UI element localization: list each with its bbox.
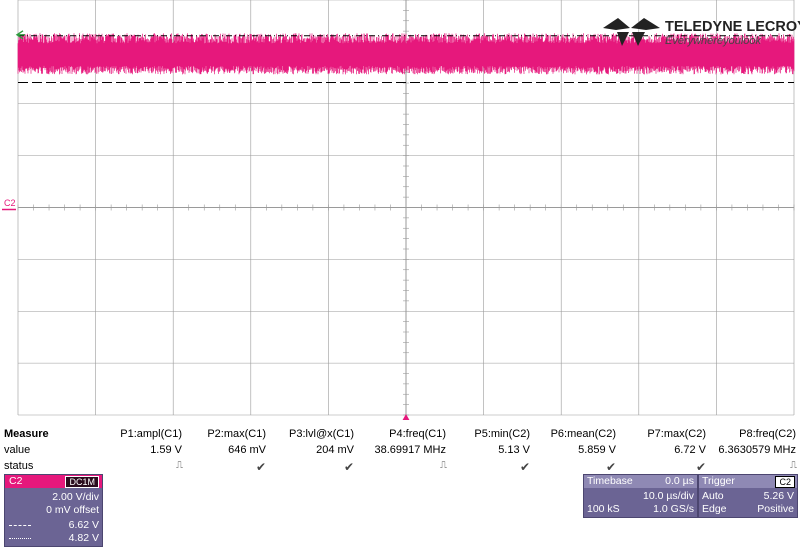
value-row-label: value xyxy=(4,444,31,456)
cursor-1-dash-icon xyxy=(9,525,31,526)
param-value-p8: 6.3630579 MHz xyxy=(718,444,796,456)
channel-offset: 0 mV offset xyxy=(46,504,99,516)
param-name-p1[interactable]: P1:ampl(C1) xyxy=(120,428,182,440)
param-value-p3: 204 mV xyxy=(316,444,354,456)
param-name-p4[interactable]: P4:freq(C1) xyxy=(389,428,446,440)
status-pulse-icon: ⎍ xyxy=(440,460,447,471)
lecroy-logo-icon xyxy=(603,18,660,46)
param-value-p7: 6.72 V xyxy=(674,444,706,456)
cursor-1-value: 6.62 V xyxy=(68,519,99,531)
measure-value-row: value 1.59 V 646 mV 204 mV 38.69917 MHz … xyxy=(4,444,796,458)
param-name-p2[interactable]: P2:max(C1) xyxy=(207,428,266,440)
status-check-icon: ✔ xyxy=(605,460,616,474)
status-check-icon: ✔ xyxy=(343,460,354,474)
trigger-header: Trigger C2 xyxy=(699,475,797,488)
param-value-p5: 5.13 V xyxy=(498,444,530,456)
trigger-mode: Auto xyxy=(702,490,724,502)
waveform-core xyxy=(18,49,794,62)
channel-scale: 2.00 V/div xyxy=(52,491,99,503)
c2-channel-marker: C2 xyxy=(4,198,16,208)
timebase-label: Timebase xyxy=(587,475,633,487)
timebase-sample-rate: 1.0 GS/s xyxy=(653,503,694,515)
trigger-slope: Positive xyxy=(757,503,794,515)
screen-markers xyxy=(2,30,794,420)
status-check-icon: ✔ xyxy=(695,460,706,474)
param-name-p7[interactable]: P7:max(C2) xyxy=(647,428,706,440)
param-value-p6: 5.859 V xyxy=(578,444,616,456)
param-name-p3[interactable]: P3:lvl@x(C1) xyxy=(289,428,354,440)
measure-title[interactable]: Measure xyxy=(4,428,49,440)
trigger-label: Trigger xyxy=(702,475,735,487)
param-name-p8[interactable]: P8:freq(C2) xyxy=(739,428,796,440)
measure-header-row: Measure P1:ampl(C1) P2:max(C1) P3:lvl@x(… xyxy=(4,428,796,442)
param-value-p2: 646 mV xyxy=(228,444,266,456)
param-name-p6[interactable]: P6:mean(C2) xyxy=(550,428,616,440)
green-arrow-icon xyxy=(15,30,25,40)
trigger-position-arrow-icon xyxy=(402,414,410,420)
status-pulse-icon: ⎍ xyxy=(790,460,797,471)
cursor-2-dash-icon xyxy=(9,538,31,539)
trigger-level-arrow-icon xyxy=(788,51,794,60)
oscilloscope-grid: TELEDYNE LECROY Everywhereyoulook C2 xyxy=(2,0,800,420)
param-value-p1: 1.59 V xyxy=(150,444,182,456)
measure-status-row: status ⎍ ✔ ✔ ⎍ ✔ ✔ ✔ ⎍ xyxy=(4,460,797,474)
trigger-source-badge: C2 xyxy=(775,476,795,488)
status-check-icon: ✔ xyxy=(519,460,530,474)
param-name-p5[interactable]: P5:min(C2) xyxy=(474,428,530,440)
cursor-2-value: 4.82 V xyxy=(68,532,99,544)
brand-name: TELEDYNE LECROY xyxy=(665,19,800,35)
c2-waveform-trace xyxy=(17,33,795,75)
channel-panel-label: C2 xyxy=(9,475,23,487)
status-check-icon: ✔ xyxy=(255,460,266,474)
coupling-badge: DC1M xyxy=(65,476,99,488)
param-value-p4: 38.69917 MHz xyxy=(374,444,446,456)
status-row-label: status xyxy=(4,460,34,472)
channel-c2-panel[interactable]: C2 DC1M 2.00 V/div 0 mV offset 6.62 V 4.… xyxy=(4,474,103,547)
brand-tagline: Everywhereyoulook xyxy=(665,35,761,47)
teledyne-lecroy-logo: TELEDYNE LECROY Everywhereyoulook xyxy=(603,18,800,47)
trigger-type: Edge xyxy=(702,503,727,515)
trigger-panel[interactable]: Trigger C2 Auto 5.26 V Edge Positive xyxy=(698,474,798,518)
status-pulse-icon: ⎍ xyxy=(176,460,183,471)
timebase-panel[interactable]: Timebase 0.0 µs 10.0 µs/div 100 kS 1.0 G… xyxy=(583,474,698,518)
channel-panel-header: C2 DC1M xyxy=(5,475,102,488)
timebase-scale: 10.0 µs/div xyxy=(643,490,694,502)
timebase-samples: 100 kS xyxy=(587,503,620,515)
trigger-level: 5.26 V xyxy=(763,490,794,502)
timebase-delay: 0.0 µs xyxy=(665,475,694,487)
cursor-lines xyxy=(18,35,794,83)
timebase-header: Timebase 0.0 µs xyxy=(584,475,697,488)
